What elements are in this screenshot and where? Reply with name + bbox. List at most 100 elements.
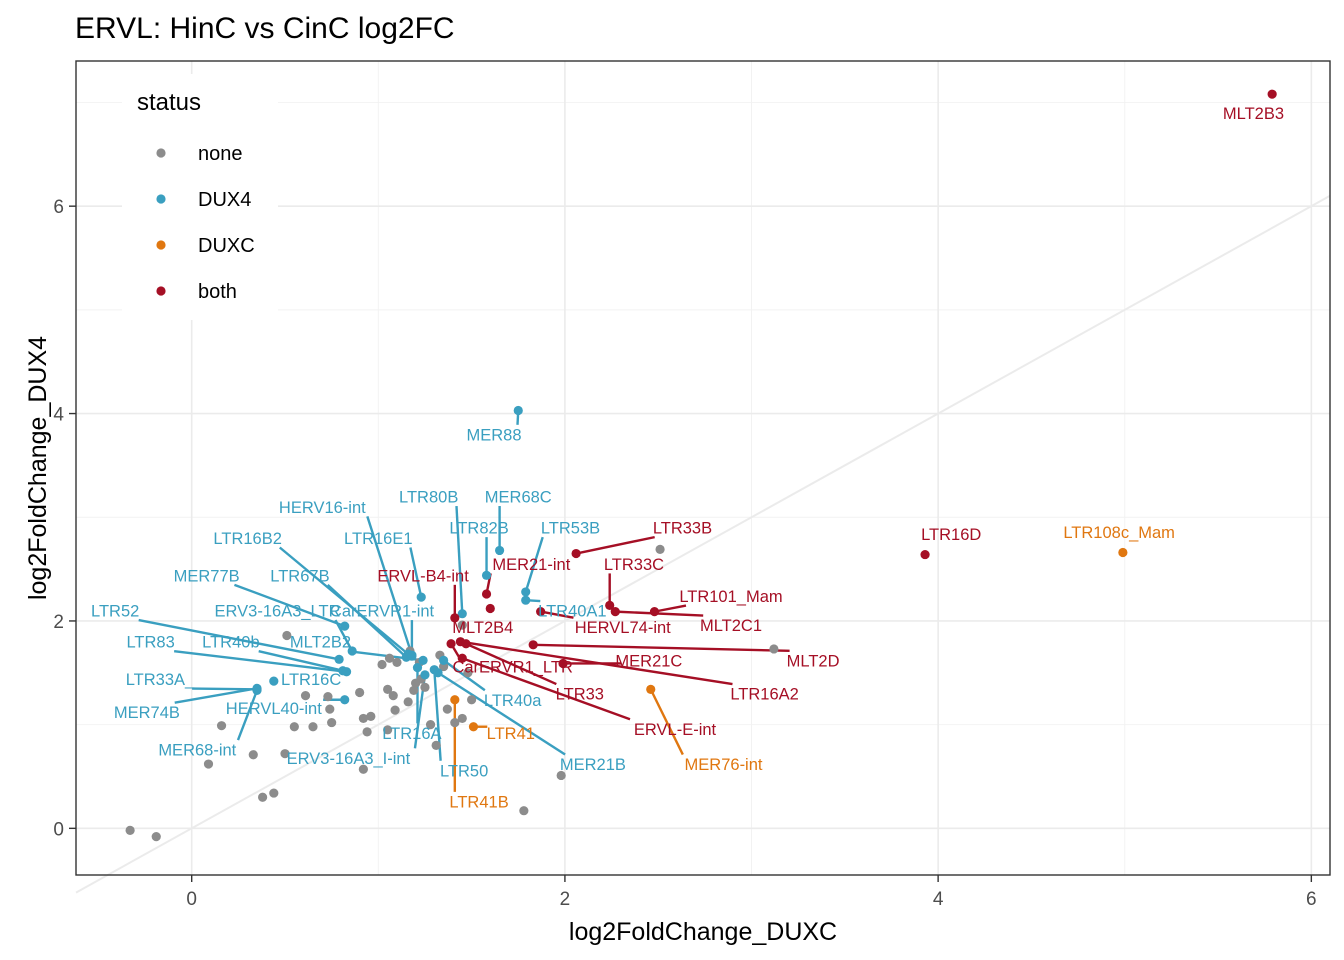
x-tick-label: 0 — [186, 889, 197, 910]
point-label: LTR52 — [91, 603, 139, 621]
point-label: LTR40A1 — [538, 603, 606, 621]
data-point — [920, 549, 930, 560]
x-axis-title: log2FoldChange_DUXC — [569, 918, 837, 946]
point-label: LTR82B — [449, 520, 508, 538]
data-point — [327, 717, 337, 728]
label-segment — [258, 650, 344, 672]
data-point — [450, 695, 460, 705]
data-point — [485, 603, 495, 614]
data-point — [457, 653, 467, 663]
data-point — [1118, 547, 1128, 558]
label-segment — [654, 604, 687, 613]
legend-label-both: both — [198, 281, 237, 303]
data-point — [383, 725, 393, 735]
data-point — [442, 704, 452, 714]
legend-key-DUX4 — [156, 194, 166, 204]
label-segment — [461, 657, 631, 721]
legend-title: status — [137, 89, 201, 116]
data-point — [439, 655, 449, 665]
label-segment — [409, 547, 423, 598]
data-point — [409, 685, 419, 696]
legend-label-DUXC: DUXC — [198, 235, 255, 257]
point-label: LTR33C — [604, 556, 664, 574]
point-label: LTR40a — [484, 692, 542, 710]
data-point — [366, 711, 376, 721]
data-point — [571, 548, 581, 559]
point-label: CarERVR1_LTR — [452, 659, 573, 677]
data-point — [610, 607, 620, 617]
point-label: LTR40b — [202, 634, 259, 652]
legend-label-DUX4: DUX4 — [198, 189, 251, 211]
data-point — [494, 545, 505, 556]
point-label: LTR83 — [126, 634, 174, 652]
x-axis: 0 2 4 6 — [186, 875, 1317, 910]
data-point — [289, 722, 299, 732]
data-point — [416, 592, 426, 602]
data-point — [433, 668, 443, 678]
data-point — [467, 695, 477, 705]
point-label: LTR16B2 — [213, 530, 281, 548]
data-point — [216, 721, 227, 731]
data-point — [388, 691, 398, 701]
data-point — [269, 676, 279, 686]
point-label: MLT2B2 — [290, 634, 351, 652]
point-label: LTR33A_ — [126, 671, 195, 689]
data-point — [308, 722, 318, 732]
point-label: MER21C — [615, 652, 682, 670]
point-labels: MLT2B3 LTR16D LTR108c_Mam MER88 MER68C LTR80B… — [91, 105, 1284, 812]
x-tick-label: 2 — [560, 889, 571, 910]
label-segment — [174, 687, 258, 704]
point-label: MER88 — [466, 426, 521, 444]
point-label: LTR67B — [270, 567, 329, 585]
label-segment — [540, 610, 574, 619]
data-point — [646, 684, 656, 694]
x-tick-label: 4 — [933, 889, 944, 910]
point-label: LTR16D — [921, 526, 981, 544]
data-point — [513, 405, 523, 416]
point-label: LTR16C — [281, 671, 341, 689]
data-point — [468, 722, 479, 732]
data-point — [323, 692, 333, 702]
reference-line — [75, 194, 1331, 894]
data-point — [300, 691, 311, 701]
chart-title: ERVL: HinC vs CinC log2FC — [75, 12, 455, 45]
label-segment — [334, 619, 354, 652]
legend-key-both — [156, 286, 166, 296]
point-label: LTR50 — [440, 762, 488, 780]
point-label: MER21-int — [492, 556, 570, 574]
point-label: MLT2D — [787, 652, 840, 670]
data-point — [457, 609, 467, 619]
point-label: LTR108c_Mam — [1063, 524, 1175, 542]
point-label: ERV3-16A3_LTR — [215, 603, 341, 621]
data-point — [347, 646, 357, 656]
point-label: LTR16A — [382, 725, 441, 743]
point-label: LTR16A2 — [730, 686, 798, 704]
data-point — [605, 600, 615, 610]
point-label: MER21B — [560, 756, 626, 774]
data-point — [340, 695, 350, 705]
y-axis-title: log2FoldChange_DUX4 — [24, 336, 52, 600]
label-segment — [138, 618, 340, 661]
point-label: HERV16-int — [279, 499, 366, 517]
data-point — [420, 670, 430, 680]
legend-key-DUXC — [156, 240, 166, 250]
data-point — [1267, 89, 1277, 99]
data-point — [769, 644, 779, 654]
data-point — [407, 651, 417, 661]
data-point — [151, 832, 161, 842]
data-point — [203, 759, 214, 769]
point-label: ERV3-16A3_I-int — [287, 750, 411, 768]
data-point — [521, 587, 531, 597]
point-label: LTR53B — [541, 520, 600, 538]
label-segment — [174, 649, 347, 673]
data-point — [461, 639, 471, 649]
label-segment — [460, 640, 733, 686]
point-label: LTR33B — [653, 520, 712, 538]
label-segment — [455, 505, 464, 614]
x-tick-label: 6 — [1306, 889, 1317, 910]
data-point — [450, 717, 460, 728]
legend: status none DUX4 DUXC both — [122, 74, 278, 320]
data-point — [556, 770, 566, 781]
data-point — [269, 788, 279, 798]
data-point — [252, 685, 262, 696]
